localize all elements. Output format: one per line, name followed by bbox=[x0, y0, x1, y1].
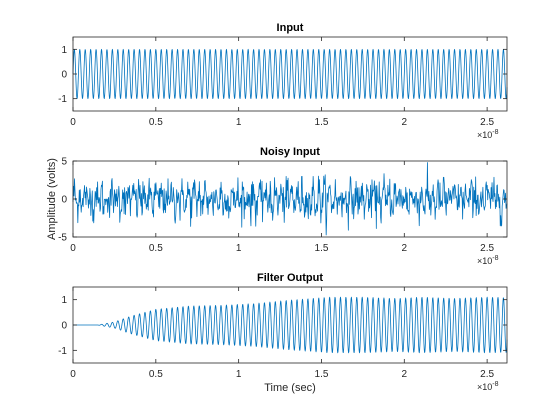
input-x-tick-label: 0 bbox=[70, 117, 76, 128]
input-y-tick-label: -1 bbox=[58, 94, 67, 105]
shared-y-axis-label: Amplitude (volts) bbox=[46, 158, 58, 240]
filter-output-x-tick-label: 2 bbox=[402, 369, 408, 380]
noisy-input-y-tick-label: -5 bbox=[58, 233, 67, 244]
input-x-tick-label: 2 bbox=[402, 117, 408, 128]
input-y-tick-label: 0 bbox=[61, 70, 67, 81]
input-x-tick-label: 1.5 bbox=[315, 117, 329, 128]
noisy-input-x-tick-label: 1 bbox=[236, 243, 242, 254]
axes-container: 0 0.5 1 1.5 2 2.5 -1 0 1 ×10-8 Input 0 0.5 1 1.5 2 2.5 -5… bbox=[58, 22, 508, 394]
input-x-exponent-label: ×10-8 bbox=[477, 129, 499, 140]
noisy-input-x-tick-label: 0.5 bbox=[149, 243, 163, 254]
noisy-input-x-tick-label: 2.5 bbox=[480, 243, 494, 254]
input-x-exponent-power: -8 bbox=[492, 129, 498, 136]
input-x-tick-label: 1 bbox=[236, 117, 242, 128]
input-axes: 0 0.5 1 1.5 2 2.5 -1 0 1 ×10-8 Input bbox=[58, 22, 508, 140]
filter-output-x-tick-label: 1 bbox=[236, 369, 242, 380]
filter-output-axes: 0 0.5 1 1.5 2 2.5 -1 0 1 ×10-8 Filter Output Time (… bbox=[58, 272, 508, 394]
filter-output-x-tick-label: 0.5 bbox=[149, 369, 163, 380]
filter-output-x-tick-label: 0 bbox=[70, 369, 76, 380]
filter-output-x-axis-label: Time (sec) bbox=[264, 382, 316, 394]
input-title: Input bbox=[277, 22, 304, 34]
noisy-input-signal-line bbox=[72, 162, 508, 236]
filter-output-y-tick-label: 0 bbox=[61, 321, 67, 332]
filter-output-x-tick-label: 2.5 bbox=[480, 369, 494, 380]
filter-output-signal-line bbox=[72, 296, 508, 354]
filter-output-y-tick-label: -1 bbox=[58, 346, 67, 357]
input-y-tick-label: 1 bbox=[61, 45, 67, 56]
noisy-input-y-tick-label: 0 bbox=[61, 195, 67, 206]
input-x-tick-label: 0.5 bbox=[149, 117, 163, 128]
filter-output-x-exponent-label: ×10-8 bbox=[477, 381, 499, 392]
noisy-input-x-tick-label: 2 bbox=[402, 243, 408, 254]
filter-output-y-tick-label: 1 bbox=[61, 295, 67, 306]
filter-output-x-tick-label: 1.5 bbox=[315, 369, 329, 380]
noisy-input-title: Noisy Input bbox=[260, 146, 320, 158]
input-x-tick-label: 2.5 bbox=[480, 117, 494, 128]
noisy-input-x-exponent-label: ×10-8 bbox=[477, 255, 499, 266]
filter-output-title: Filter Output bbox=[257, 272, 323, 284]
noisy-input-x-exponent-power: -8 bbox=[492, 255, 498, 262]
input-signal-line bbox=[72, 48, 508, 100]
noisy-input-x-tick-label: 1.5 bbox=[315, 243, 329, 254]
filter-output-x-exponent-power: -8 bbox=[492, 381, 498, 388]
noisy-input-y-tick-label: 5 bbox=[61, 157, 67, 168]
noisy-input-x-tick-label: 0 bbox=[70, 243, 76, 254]
